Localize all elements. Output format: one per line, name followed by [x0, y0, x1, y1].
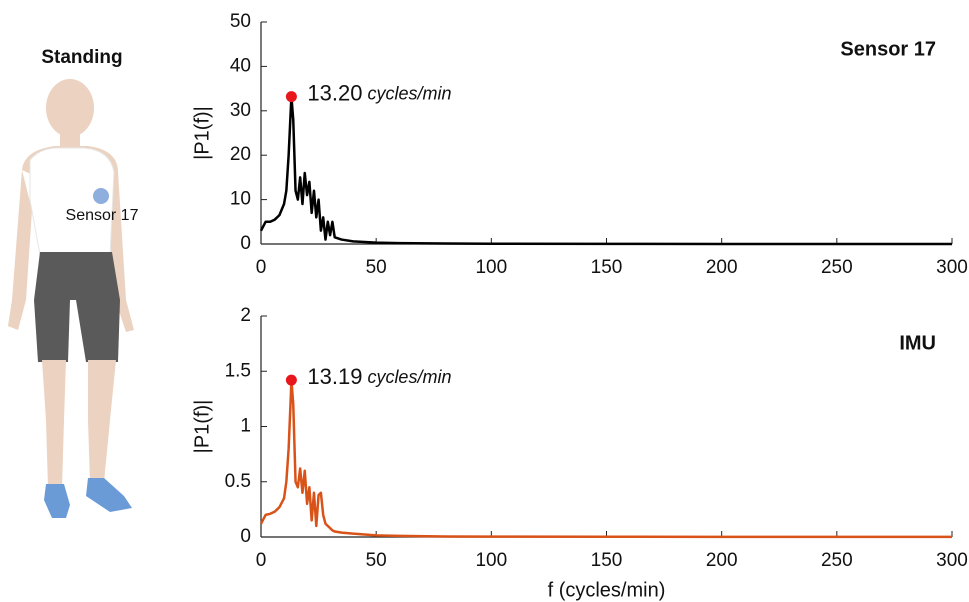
sensor-label: Sensor 17	[66, 207, 139, 224]
y-tick-label: 0	[240, 233, 251, 254]
y-axis-label: |P1(f)|	[191, 106, 213, 160]
x-tick-label: 250	[821, 257, 853, 278]
y-axis-label: |P1(f)|	[191, 400, 213, 454]
right-shoe	[86, 478, 132, 512]
series-line	[259, 95, 952, 246]
y-tick-label: 0	[240, 526, 251, 547]
plot: 0 10 20 30 40 50 0 50 100 150 200 250 300 Sensor 17 |P…	[191, 11, 968, 278]
x-tick-label: 100	[475, 257, 507, 278]
x-tick-label: 50	[366, 550, 387, 571]
peak-label: 13.20 cycles/min	[307, 80, 451, 105]
left-leg	[42, 360, 66, 488]
peak-marker	[285, 374, 297, 386]
x-tick-label: 300	[936, 257, 968, 278]
peak-value: 13.19	[307, 364, 362, 389]
y-tick-label: 0.5	[225, 471, 251, 492]
x-tick-label: 100	[475, 550, 507, 571]
y-tick-label: 2	[240, 305, 251, 326]
x-tick-label: 50	[366, 257, 387, 278]
person-illustration: Standing Sensor 17	[8, 47, 139, 518]
sensor-dot	[93, 188, 109, 204]
left-arm	[8, 170, 32, 330]
y-tick-label: 50	[230, 11, 251, 32]
right-leg	[88, 360, 116, 482]
x-tick-label: 300	[936, 550, 968, 571]
plot: 0 0.5 1 1.5 2 0 50 100 150 200 250 300 IMU |P1(f)| f (…	[191, 305, 968, 601]
shorts	[34, 252, 120, 362]
shirt	[29, 147, 115, 256]
chart-title: IMU	[899, 332, 936, 354]
y-tick-label: 20	[230, 144, 251, 165]
peak-marker	[285, 91, 297, 103]
peak-unit: cycles/min	[367, 83, 451, 103]
peak-value: 13.20	[307, 80, 362, 105]
peak-label: 13.19 cycles/min	[307, 364, 451, 389]
y-tick-label: 30	[230, 100, 251, 121]
chart-title: Sensor 17	[840, 38, 936, 60]
x-tick-label: 200	[706, 257, 738, 278]
y-tick-label: 1	[240, 416, 251, 437]
peak-unit: cycles/min	[367, 367, 451, 387]
neck	[60, 130, 80, 150]
series-line	[259, 378, 952, 539]
x-tick-label: 150	[591, 550, 623, 571]
x-tick-label: 0	[256, 550, 267, 571]
x-tick-label: 0	[256, 257, 267, 278]
y-tick-label: 10	[230, 189, 251, 210]
y-tick-label: 1.5	[225, 360, 251, 381]
x-tick-label: 150	[591, 257, 623, 278]
head	[46, 79, 94, 137]
x-axis-label: f (cycles/min)	[548, 579, 666, 601]
x-tick-label: 200	[706, 550, 738, 571]
posture-label: Standing	[41, 47, 122, 68]
left-shoe	[44, 484, 70, 518]
x-tick-label: 250	[821, 550, 853, 571]
y-tick-label: 40	[230, 55, 251, 76]
